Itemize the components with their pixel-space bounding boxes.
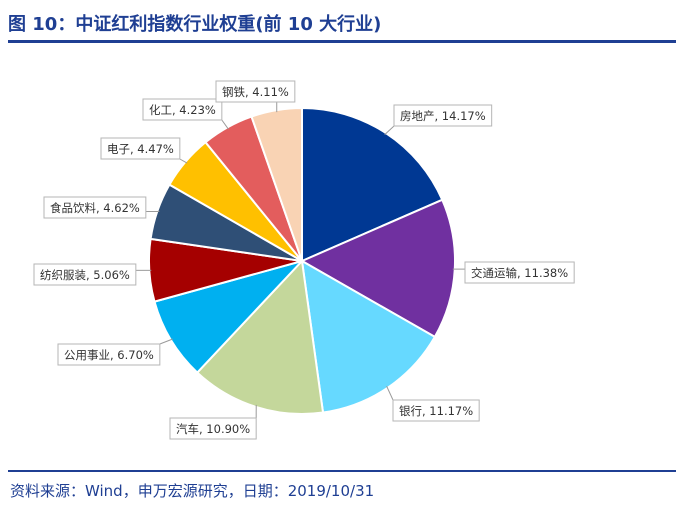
- data-label-box: [142, 98, 223, 121]
- leader-line-1: [384, 125, 395, 136]
- data-label-10: 钢铁, 4.11%: [215, 80, 296, 103]
- source-note: 资料来源：Wind，申万宏源研究，日期：2019/10/31: [10, 482, 375, 500]
- data-label-text: 银行, 11.17%: [399, 404, 473, 418]
- data-label-box: [33, 263, 137, 286]
- data-label-3: 银行, 11.17%: [392, 399, 480, 422]
- data-label-7: 食品饮料, 4.62%: [43, 196, 147, 219]
- data-label-8: 电子, 4.47%: [100, 137, 181, 160]
- data-label-box: [215, 80, 296, 103]
- data-label-box: [57, 343, 161, 366]
- data-label-text: 化工, 4.23%: [149, 103, 216, 117]
- footer-rule: [8, 470, 676, 472]
- data-label-6: 纺织服装, 5.06%: [33, 263, 137, 286]
- data-label-9: 化工, 4.23%: [142, 98, 223, 121]
- data-label-box: [169, 417, 257, 440]
- data-label-text: 食品饮料, 4.62%: [50, 201, 140, 215]
- data-labels: 房地产, 14.17% 交通运输, 11.38% 银行, 11.17% 汽车, 10.…: [33, 80, 575, 440]
- title-rule: [8, 40, 676, 43]
- data-label-2: 交通运输, 11.38%: [464, 261, 575, 284]
- data-label-text: 交通运输, 11.38%: [471, 266, 568, 280]
- data-label-box: [393, 104, 493, 127]
- figure-title: 图 10：中证红利指数行业权重(前 10 大行业): [8, 14, 382, 35]
- data-label-box: [100, 137, 181, 160]
- data-label-box: [43, 196, 147, 219]
- pie-slice-4: [195, 258, 325, 415]
- label-leader-lines: [135, 102, 465, 419]
- data-label-text: 房地产, 14.17%: [400, 109, 486, 123]
- leader-line-9: [221, 119, 229, 130]
- data-label-text: 纺织服装, 5.06%: [40, 268, 130, 282]
- data-label-4: 汽车, 10.90%: [169, 417, 257, 440]
- pie-slices: [148, 106, 456, 415]
- data-label-text: 电子, 4.47%: [107, 142, 174, 156]
- data-label-1: 房地产, 14.17%: [393, 104, 493, 127]
- leader-line-8: [179, 158, 188, 164]
- data-label-text: 公用事业, 6.70%: [64, 348, 154, 362]
- pie-chart: 房地产, 14.17% 交通运输, 11.38% 银行, 11.17% 汽车, 10.…: [33, 80, 575, 440]
- data-label-5: 公用事业, 6.70%: [57, 343, 161, 366]
- leader-line-3: [386, 385, 394, 401]
- data-label-box: [464, 261, 575, 284]
- leader-line-5: [159, 338, 173, 345]
- data-label-text: 汽车, 10.90%: [176, 422, 250, 436]
- data-label-text: 钢铁, 4.11%: [222, 85, 289, 99]
- data-label-box: [392, 399, 480, 422]
